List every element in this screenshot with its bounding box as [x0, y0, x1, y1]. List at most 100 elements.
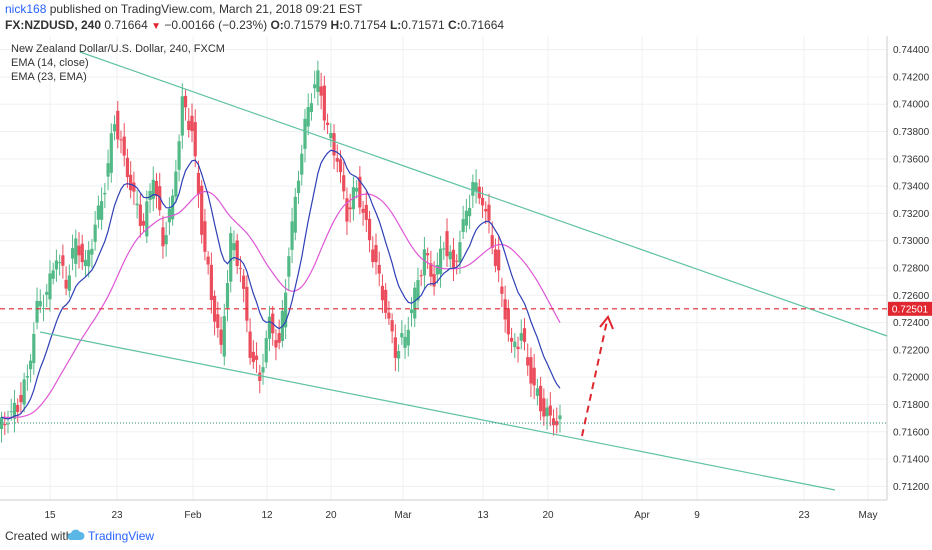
close-value: 0.71664 [460, 18, 505, 32]
y-tick-label: 0.71600 [893, 427, 930, 438]
x-tick-label: Apr [634, 510, 650, 521]
candle-body [500, 286, 504, 294]
candle-body [513, 341, 517, 348]
tradingview-brand[interactable]: TradingView [88, 529, 155, 543]
bear-candle [380, 274, 385, 314]
bull-candle [261, 353, 265, 385]
bear-candle [125, 148, 130, 188]
upper-trendline [79, 51, 888, 337]
bull-candle [109, 123, 113, 183]
bull-candle [300, 144, 304, 186]
y-tick-label: 0.73400 [893, 182, 930, 193]
bear-candle [429, 250, 433, 287]
bear-candle [497, 236, 501, 283]
candle-body [112, 124, 117, 132]
candle-body [487, 204, 491, 221]
candle-body [177, 141, 181, 170]
bull-candle [135, 190, 139, 219]
candle-body [335, 157, 339, 162]
bear-candle [393, 324, 397, 372]
candle-body [287, 256, 291, 277]
bear-candle [348, 193, 352, 223]
candle-body [6, 423, 10, 425]
symbol-label: FX:NZDUSD, 240 [5, 18, 102, 32]
candle-body [67, 275, 71, 291]
bull-candle [12, 389, 17, 433]
bear-candle [235, 233, 239, 274]
candle-body [380, 285, 385, 301]
candle-body [413, 287, 417, 319]
bear-candle [335, 144, 339, 173]
bull-candle [306, 93, 310, 136]
candle-body [377, 265, 381, 274]
ema14-legend: EMA (14, close) [11, 57, 89, 69]
candle-body [332, 133, 336, 156]
tradingview-cloud-icon[interactable] [66, 528, 86, 545]
price-chart[interactable]: 0.74400 0.74200 0.74000 0.73800 0.73600 0.734… [0, 36, 932, 523]
projection-arrowhead-icon [599, 315, 614, 330]
bull-candle [422, 236, 427, 289]
bear-candle [532, 354, 536, 400]
bear-candle [426, 247, 430, 269]
bull-candle [448, 245, 452, 268]
bear-candle [419, 269, 423, 287]
candle-body [80, 243, 84, 263]
bear-candle [342, 161, 346, 200]
candle-body [251, 351, 255, 362]
candle-body [409, 309, 414, 314]
candle-body [122, 136, 126, 156]
candle-body [200, 185, 204, 235]
bull-candle [474, 169, 478, 204]
bear-candle [248, 318, 252, 365]
candle-body [125, 157, 130, 178]
bull-candle [48, 260, 52, 312]
candle-body [555, 421, 559, 426]
candle-body [141, 221, 146, 226]
bull-candle [355, 179, 359, 199]
x-tick-label: Feb [184, 510, 202, 521]
candle-body [54, 260, 59, 270]
bull-candle [180, 83, 184, 149]
candle-body [338, 159, 343, 173]
bull-candle [293, 188, 297, 241]
bear-candle [539, 376, 543, 421]
bear-candle [480, 186, 485, 218]
candle-body [384, 289, 388, 313]
price-change: −0.00166 (−0.23%) [164, 18, 268, 32]
candle-body [558, 415, 562, 420]
candle-body [406, 329, 410, 346]
y-tick-label: 0.72400 [893, 318, 930, 329]
candle-body [25, 376, 29, 378]
bear-candle [322, 75, 326, 131]
candle-body [303, 118, 307, 149]
candle-body [506, 308, 510, 335]
bear-candle [325, 113, 330, 135]
author-link[interactable]: nick168 [5, 2, 47, 16]
bear-candle [374, 233, 378, 275]
created-with-text: Created with [5, 529, 73, 543]
candle-body [22, 379, 26, 405]
bull-candle [313, 70, 317, 99]
bear-candle [364, 191, 368, 233]
candle-body [535, 388, 540, 396]
bull-candle [264, 330, 268, 369]
candle-body [545, 407, 549, 417]
candle-body [48, 273, 52, 300]
x-tick-label: 13 [477, 510, 489, 521]
bear-candle [206, 251, 210, 275]
bull-candle [25, 364, 29, 391]
bear-candle [361, 200, 365, 226]
bear-candle [490, 221, 494, 255]
candle-body [529, 357, 533, 384]
bear-candle [154, 173, 159, 209]
candle-body [58, 262, 62, 264]
candle-body [429, 263, 433, 277]
bull-candle [103, 183, 107, 209]
candle-body [206, 256, 210, 265]
bull-candle [145, 190, 149, 244]
bull-candle [6, 410, 10, 434]
candle-body [526, 357, 530, 366]
candle-body [532, 367, 536, 386]
bear-candle [158, 172, 162, 216]
bull-candle [93, 210, 97, 251]
